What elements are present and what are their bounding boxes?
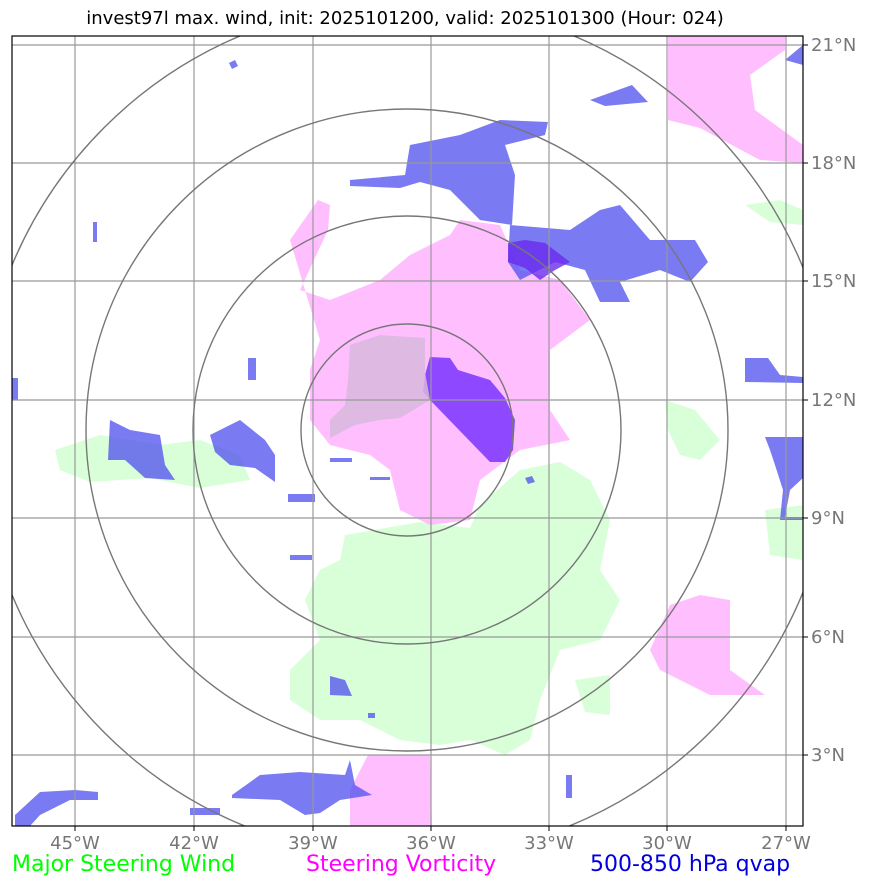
- overlap-region: [330, 335, 430, 438]
- qvap-far-east-low: [765, 437, 803, 520]
- distance-rings: [12, 36, 803, 826]
- grid-lines: [12, 36, 803, 826]
- lat-label: 3°N: [811, 745, 845, 766]
- qvap-dot-2: [93, 222, 97, 242]
- lon-labels: 45°W 42°W 39°W 36°W 33°W 30°W 27°W: [50, 833, 811, 854]
- qvap-west-2: [210, 420, 275, 482]
- qvap-dot-4: [566, 775, 572, 798]
- lat-label: 9°N: [811, 508, 845, 529]
- lon-label: 27°W: [761, 833, 811, 854]
- map-title: invest97l max. wind, init: 2025101200, v…: [86, 8, 724, 29]
- qvap-core: [423, 357, 515, 462]
- qvap-small-1: [288, 494, 315, 502]
- wind-area-east-top: [745, 200, 803, 225]
- legend-qvap: 500-850 hPa qvap: [590, 852, 791, 877]
- qvap-dot-3: [525, 476, 535, 484]
- qvap-far-east-mid: [745, 358, 803, 383]
- qvap-west-3: [248, 358, 256, 380]
- map-plot-area: [12, 36, 803, 826]
- lat-label: 6°N: [811, 627, 845, 648]
- qvap-west-1: [108, 420, 175, 480]
- qvap-small-3: [330, 458, 352, 462]
- lon-label: 42°W: [169, 833, 219, 854]
- vorticity-southeast: [650, 595, 765, 695]
- steering-wind-areas: [55, 200, 803, 755]
- qvap-far-east-top: [785, 45, 803, 65]
- ring-2: [192, 215, 622, 645]
- vorticity-northeast: [668, 36, 803, 163]
- vorticity-south: [350, 755, 432, 826]
- legend-vorticity: Steering Vorticity: [306, 852, 497, 877]
- wind-area-central: [290, 462, 620, 755]
- tick-marks: [74, 44, 808, 831]
- lat-labels: 21°N 18°N 15°N 12°N 9°N 6°N 3°N: [811, 35, 856, 766]
- lon-label: 36°W: [406, 833, 456, 854]
- qvap-dot-6: [370, 477, 390, 480]
- lon-label: 45°W: [50, 833, 100, 854]
- lat-label: 12°N: [811, 390, 856, 411]
- legend-wind: Major Steering Wind: [12, 852, 236, 877]
- qvap-north: [350, 120, 548, 225]
- qvap-dot-5: [368, 713, 375, 718]
- qvap-south: [232, 760, 372, 815]
- ring-1: [300, 323, 514, 537]
- lat-label: 15°N: [811, 271, 856, 292]
- qvap-small-4: [330, 676, 352, 696]
- map-frame: [11, 35, 804, 827]
- lat-label: 18°N: [811, 153, 856, 174]
- qvap-southwest: [15, 790, 98, 826]
- qvap-west-edge: [12, 378, 18, 400]
- qvap-northeast: [590, 85, 648, 106]
- wind-area-east-mid: [665, 400, 720, 460]
- lon-label: 39°W: [288, 833, 338, 854]
- qvap-areas: [12, 45, 803, 826]
- ring-3: [85, 108, 729, 752]
- wind-area-south: [575, 675, 610, 715]
- qvap-east: [508, 205, 708, 302]
- qvap-dot-1: [229, 60, 238, 69]
- qvap-south-small: [190, 808, 220, 815]
- lon-label: 33°W: [524, 833, 574, 854]
- lon-label: 30°W: [642, 833, 692, 854]
- qvap-small-2: [290, 555, 312, 560]
- lat-label: 21°N: [811, 35, 856, 56]
